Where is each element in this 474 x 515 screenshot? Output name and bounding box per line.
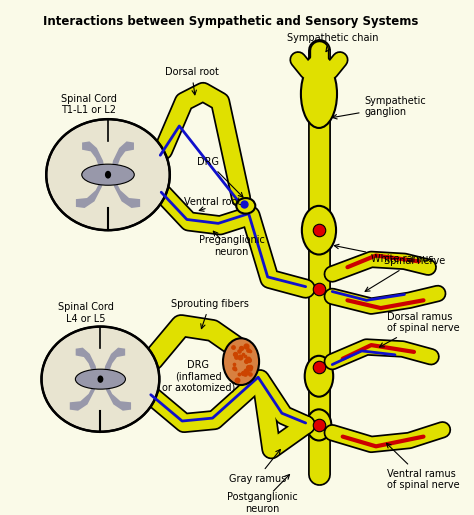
Ellipse shape xyxy=(82,164,134,185)
Polygon shape xyxy=(76,176,105,208)
Polygon shape xyxy=(111,142,134,174)
Polygon shape xyxy=(103,348,125,378)
Text: White ramus: White ramus xyxy=(334,244,434,264)
Ellipse shape xyxy=(307,409,331,440)
Text: Ventral ramus
of spinal nerve: Ventral ramus of spinal nerve xyxy=(386,443,460,490)
Text: Spinal Cord
L4 or L5: Spinal Cord L4 or L5 xyxy=(58,302,114,324)
Polygon shape xyxy=(76,348,98,378)
Text: Dorsal ramus
of spinal nerve: Dorsal ramus of spinal nerve xyxy=(380,312,460,347)
Text: Gray ramus: Gray ramus xyxy=(228,450,286,484)
Ellipse shape xyxy=(301,60,337,128)
Text: Postganglionic
neuron: Postganglionic neuron xyxy=(227,492,297,513)
Ellipse shape xyxy=(305,356,333,397)
Polygon shape xyxy=(70,381,98,410)
Ellipse shape xyxy=(223,338,259,385)
Text: Ventral root: Ventral root xyxy=(184,197,241,207)
Text: Spinal Cord
T1-L1 or L2: Spinal Cord T1-L1 or L2 xyxy=(61,94,117,115)
Text: Dorsal root: Dorsal root xyxy=(164,67,219,95)
Polygon shape xyxy=(82,142,105,174)
Ellipse shape xyxy=(98,375,103,383)
Text: Spinal nerve: Spinal nerve xyxy=(365,256,445,291)
Ellipse shape xyxy=(237,198,255,214)
Ellipse shape xyxy=(42,327,159,432)
Text: DRG: DRG xyxy=(197,157,243,197)
Text: DRG
(inflamed
or axotomized): DRG (inflamed or axotomized) xyxy=(162,359,235,393)
Text: Sprouting fibers: Sprouting fibers xyxy=(171,299,249,329)
Ellipse shape xyxy=(46,119,170,230)
Text: Preganglionic
neuron: Preganglionic neuron xyxy=(199,235,264,256)
Ellipse shape xyxy=(105,171,111,179)
Text: Sympathetic
ganglion: Sympathetic ganglion xyxy=(332,96,426,119)
Text: Interactions between Sympathetic and Sensory Systems: Interactions between Sympathetic and Sen… xyxy=(43,15,418,28)
Ellipse shape xyxy=(75,369,126,389)
Polygon shape xyxy=(103,381,131,410)
Text: Sympathetic chain: Sympathetic chain xyxy=(287,33,379,43)
Ellipse shape xyxy=(302,206,336,254)
Polygon shape xyxy=(111,176,140,208)
